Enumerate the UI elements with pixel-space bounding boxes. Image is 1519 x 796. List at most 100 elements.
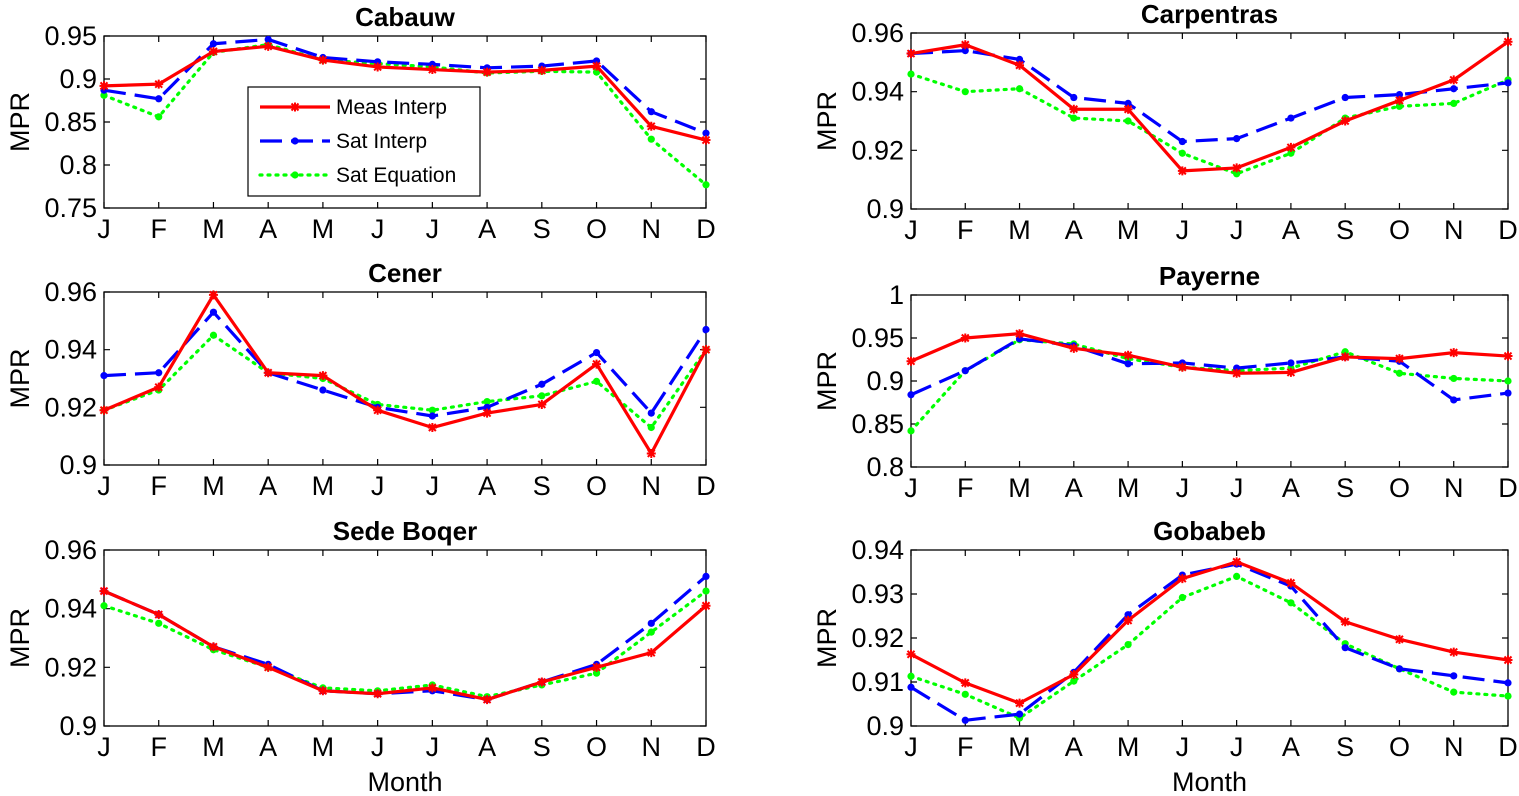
y-tick-label: 0.8	[866, 452, 904, 482]
chart-title: Cener	[368, 258, 442, 288]
x-tick-label: J	[904, 473, 918, 503]
data-point	[907, 672, 915, 680]
x-tick-label: J	[426, 471, 440, 501]
series-sat-interp	[100, 308, 710, 420]
data-point	[702, 587, 710, 595]
data-point	[209, 308, 218, 316]
data-point	[483, 403, 491, 411]
data-point	[1449, 75, 1459, 85]
series-line-meas-interp	[910, 332, 1509, 375]
y-axis-label: MPR	[5, 608, 35, 668]
x-tick-label: N	[642, 471, 662, 501]
data-point	[155, 95, 163, 103]
data-point	[1069, 670, 1079, 680]
y-tick-label: 0.91	[851, 667, 904, 697]
data-point	[1070, 114, 1078, 122]
data-point	[1286, 578, 1296, 588]
data-point	[1177, 362, 1187, 372]
chart-cener: 0.9 0.92 0.94 0.96 J F M A M J J A S O N D Cener MPR	[5, 258, 716, 501]
data-point	[1450, 85, 1458, 93]
data-point	[1340, 352, 1350, 362]
x-tick-label: O	[1389, 215, 1410, 245]
data-point	[961, 367, 969, 375]
data-point	[538, 380, 546, 388]
plot-area	[103, 549, 707, 727]
series-line-meas-interp	[910, 560, 1509, 705]
x-tick-label: A	[1282, 215, 1300, 245]
x-tick-label: N	[1444, 215, 1464, 245]
y-tick-label: 0.96	[851, 18, 904, 48]
data-point	[1015, 60, 1025, 70]
data-point	[1395, 369, 1404, 377]
x-tick-label: J	[97, 732, 111, 762]
data-point	[264, 35, 272, 44]
x-tick-label: A	[1065, 215, 1083, 245]
x-tick-label: M	[1008, 473, 1031, 503]
data-point	[1341, 93, 1349, 102]
y-axis-label: MPR	[5, 92, 35, 152]
y-tick-label: 0.94	[851, 535, 904, 565]
data-point	[263, 662, 273, 672]
data-point	[907, 427, 915, 435]
chart-payerne: 0.8 0.85 0.9 0.95 1 J F M A M J J A S O N D Payerne MPR	[812, 261, 1518, 503]
x-tick-label: J	[904, 215, 918, 245]
y-tick-label: 0.9	[59, 711, 97, 741]
x-tick-label: A	[478, 732, 496, 762]
data-point	[99, 586, 109, 596]
data-point	[1504, 79, 1512, 87]
data-point	[1450, 374, 1458, 383]
x-tick-label: M	[312, 214, 335, 244]
data-point	[428, 412, 436, 420]
data-point	[646, 448, 656, 458]
data-point	[100, 372, 108, 380]
data-point	[1015, 85, 1024, 93]
chart-sede-boqer: 0.9 0.92 0.94 0.96 J F M A M J J A S O N D Sede Boqer MPR…	[5, 516, 716, 796]
plot-area	[103, 291, 707, 466]
data-point	[427, 683, 437, 693]
y-tick-label: 0.85	[851, 409, 904, 439]
y-tick-label: 0.85	[44, 107, 97, 137]
x-tick-label: S	[1336, 732, 1354, 762]
data-point	[647, 619, 655, 627]
data-point	[427, 65, 437, 75]
data-point	[961, 47, 969, 55]
data-point	[961, 88, 969, 96]
data-point	[208, 290, 218, 300]
y-tick-label: 0.75	[44, 193, 97, 223]
data-point	[1450, 396, 1458, 404]
data-point	[1395, 102, 1404, 110]
data-point	[1341, 348, 1349, 356]
data-point	[318, 686, 328, 696]
data-point	[647, 135, 655, 143]
x-tick-label: N	[1444, 473, 1464, 503]
data-point	[373, 689, 383, 699]
data-point	[1449, 348, 1459, 358]
data-point	[1394, 95, 1404, 105]
x-tick-label: J	[1176, 215, 1190, 245]
data-point	[537, 677, 547, 687]
data-point	[373, 405, 383, 415]
x-tick-label: M	[202, 214, 225, 244]
data-point	[1124, 611, 1132, 619]
data-point	[701, 345, 711, 355]
x-tick-label: M	[312, 471, 335, 501]
x-tick-label: J	[371, 732, 385, 762]
data-point	[592, 377, 601, 385]
x-tick-label: M	[1117, 473, 1140, 503]
chart-title: Cabauw	[355, 2, 455, 32]
x-tick-label: D	[696, 471, 716, 501]
chart-title: Sede Boqer	[333, 516, 478, 546]
x-tick-label: M	[312, 732, 335, 762]
chart-cabauw: 0.75 0.8 0.85 0.9 0.95 J F M A M J J A S O N D Cabauw MPR M…	[5, 2, 716, 244]
data-point	[1394, 354, 1404, 364]
x-tick-label: M	[1008, 732, 1031, 762]
x-tick-label: S	[533, 732, 551, 762]
data-point	[155, 369, 163, 377]
data-point	[1233, 170, 1241, 178]
y-tick-label: 0.94	[44, 335, 97, 365]
data-point	[906, 356, 916, 366]
data-point	[592, 669, 601, 677]
x-tick-label: O	[586, 214, 607, 244]
data-point	[701, 135, 711, 145]
x-tick-label: A	[1065, 732, 1083, 762]
